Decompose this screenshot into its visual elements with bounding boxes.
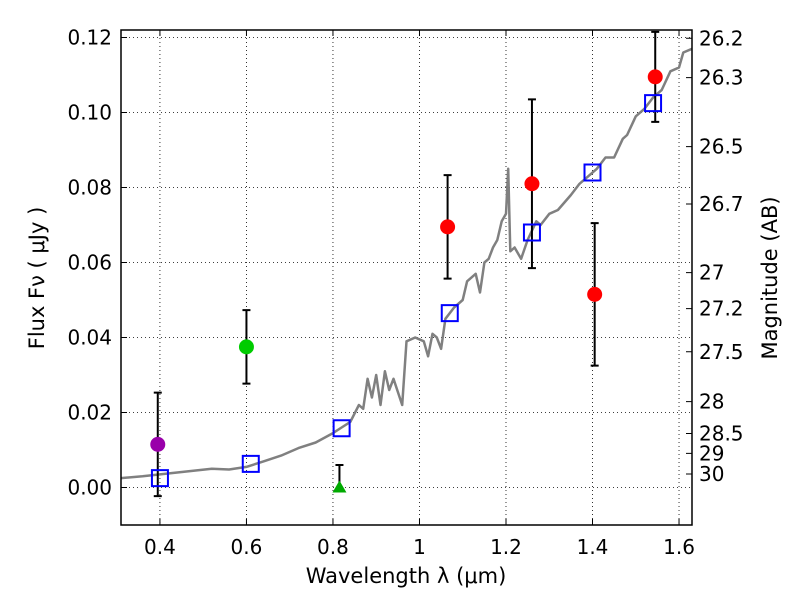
grid-lines [121, 30, 692, 525]
magnitude-tick-label: 27.2 [699, 297, 744, 321]
observed-circle-marker [587, 286, 603, 302]
x-tick-label: 1.2 [490, 535, 522, 559]
y-tick-label: 0.02 [67, 401, 112, 425]
magnitude-tick-label: 28.5 [699, 422, 744, 446]
y-tick-label: 0.10 [67, 101, 112, 125]
magnitude-tick-label: 27 [699, 261, 724, 285]
model-square-marker [241, 454, 260, 473]
magnitude-tick-label: 29 [699, 441, 724, 465]
observed-circle-marker [440, 219, 456, 235]
observed-circle-marker [524, 176, 540, 192]
x-axis-label: Wavelength λ (μm) [306, 564, 507, 588]
y-axis-label: Flux Fν ( μJy ) [25, 207, 49, 350]
spectrum-series [120, 47, 693, 480]
magnitude-tick-label: 28 [699, 390, 724, 414]
model-square-marker [583, 163, 602, 182]
model-square-marker [332, 419, 351, 438]
model-square-marker [644, 94, 663, 113]
y-tick-label: 0.00 [67, 476, 112, 500]
magnitude-tick-label: 26.3 [699, 66, 744, 90]
plot-frame [120, 29, 693, 526]
y-tick-label: 0.08 [67, 176, 112, 200]
observed-circle-marker [150, 436, 166, 452]
spectrum-line [120, 47, 693, 480]
magnitude-axis-label: Magnitude (AB) [758, 196, 782, 359]
x-tick-label: 1 [413, 535, 426, 559]
magnitude-tick-label: 26.5 [699, 135, 744, 159]
upper-limit-triangle-marker [332, 480, 347, 493]
model-square-marker [522, 223, 541, 242]
x-tick-label: 0.4 [144, 535, 176, 559]
magnitude-tick-label: 30 [699, 462, 724, 486]
magnitude-tick-label: 26.7 [699, 192, 744, 216]
x-tick-label: 0.8 [317, 535, 349, 559]
y-tick-label: 0.06 [67, 251, 112, 275]
observed-circle-marker [238, 339, 254, 355]
magnitude-tick-label: 27.5 [699, 340, 744, 364]
x-tick-label: 1.6 [663, 535, 695, 559]
model-square-marker [150, 469, 169, 488]
observed-circle-marker [647, 69, 663, 85]
y-tick-label: 0.12 [67, 26, 112, 50]
error-bars [153, 30, 660, 498]
x-tick-label: 0.6 [231, 535, 263, 559]
x-tick-label: 1.4 [577, 535, 609, 559]
magnitude-tick-label: 26.2 [699, 26, 744, 50]
x-axis-ticks: 0.4 0.6 0.8 1 1.2 1.4 1.6 [144, 30, 695, 559]
data-markers [150, 69, 663, 493]
model-square-marker [440, 304, 459, 323]
y-tick-label: 0.04 [67, 326, 112, 350]
y-axis-ticks: 0.00 0.02 0.04 0.06 0.08 0.10 0.12 [67, 26, 127, 500]
